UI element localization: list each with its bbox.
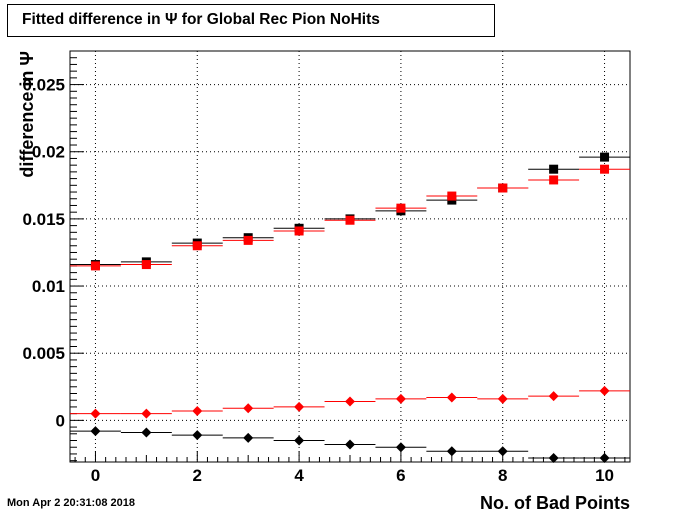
data-point-square (498, 183, 508, 193)
data-point-square (90, 261, 100, 271)
data-point-square (192, 241, 202, 251)
data-point-diamond (294, 401, 305, 412)
y-tick-label: 0 (56, 411, 65, 430)
data-point-diamond (243, 432, 254, 443)
data-point-square (294, 226, 304, 236)
x-tick-label: 2 (193, 466, 202, 485)
x-axis-title: No. of Bad Points (480, 493, 630, 513)
data-point-square (600, 164, 610, 174)
data-point-diamond (294, 435, 305, 446)
data-point-diamond (243, 403, 254, 414)
data-point-diamond (446, 392, 457, 403)
data-point-diamond (395, 393, 406, 404)
timestamp: Mon Apr 2 20:31:08 2018 (7, 497, 135, 509)
data-point-diamond (90, 408, 101, 419)
data-point-square (243, 235, 253, 245)
y-tick-label: 0.01 (32, 277, 65, 296)
x-tick-label: 0 (91, 466, 100, 485)
data-point-diamond (141, 408, 152, 419)
title-box: Fitted difference in Ψ for Global Rec Pi… (7, 4, 495, 37)
data-point-diamond (497, 446, 508, 457)
data-point-square (549, 164, 559, 174)
data-point-square (141, 260, 151, 270)
data-point-square (549, 175, 559, 185)
x-tick-label: 10 (595, 466, 614, 485)
y-tick-label: 0.005 (22, 344, 65, 363)
data-point-square (447, 191, 457, 201)
data-point-square (345, 215, 355, 225)
data-point-square (600, 152, 610, 162)
y-tick-label: 0.015 (22, 210, 65, 229)
data-point-square (396, 203, 406, 213)
data-point-diamond (192, 405, 203, 416)
x-tick-label: 6 (396, 466, 405, 485)
data-point-diamond (345, 439, 355, 450)
data-point-diamond (548, 391, 559, 402)
y-axis-title: difference in Ψ (17, 51, 37, 178)
x-tick-label: 4 (294, 466, 304, 485)
data-point-diamond (90, 426, 101, 437)
data-point-diamond (141, 427, 152, 438)
data-point-diamond (599, 385, 610, 396)
data-point-diamond (497, 393, 508, 404)
data-point-diamond (345, 396, 355, 407)
data-point-diamond (599, 452, 610, 463)
x-tick-label: 8 (498, 466, 507, 485)
data-point-diamond (446, 446, 457, 457)
data-point-diamond (192, 430, 203, 441)
data-point-diamond (395, 442, 406, 453)
plot-frame (69, 50, 631, 463)
chart-title: Fitted difference in Ψ for Global Rec Pi… (22, 11, 380, 28)
data-point-diamond (548, 452, 559, 463)
y-tick-label: 0.02 (32, 143, 65, 162)
y-tick-label: 0.025 (22, 76, 65, 95)
